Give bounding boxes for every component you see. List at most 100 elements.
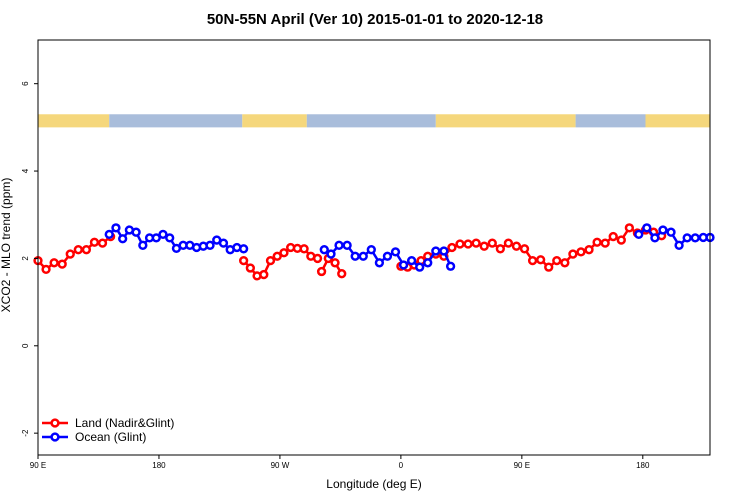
data-point-land [89,237,100,247]
data-point-land [455,239,465,249]
data-point-land [479,241,489,251]
series-layer [33,223,715,281]
data-point-land [41,264,51,274]
data-point-ocean [431,246,441,256]
data-point-land [245,263,256,273]
surface-band-segment-land [38,114,110,128]
x-axis-label: Longitude (deg E) [326,477,421,491]
y-tick-label: 0 [21,343,30,348]
data-point-ocean [445,261,456,271]
legend-label-land: Land (Nadir&Glint) [75,416,174,430]
data-point-ocean [104,229,114,240]
data-point-ocean [334,240,344,250]
surface-band-segment-ocean [306,114,436,128]
plot-frame [37,39,711,456]
data-point-land [73,245,83,255]
data-point-ocean [423,258,433,268]
data-point-land [487,238,497,248]
data-point-ocean [151,233,161,243]
series-ocean [104,223,715,272]
data-point-ocean [682,233,692,243]
data-point-land [49,258,59,268]
data-point-land [330,258,340,268]
data-point-land [536,255,546,265]
data-point-land [312,253,323,264]
data-point-ocean [415,262,425,272]
y-tick-label: 6 [21,81,30,86]
data-point-land [316,266,327,277]
data-point-ocean [111,223,121,233]
data-point-land [600,238,610,248]
data-point-land [447,242,457,253]
data-point-land [97,238,108,248]
data-point-land [527,255,538,266]
y-axis: -2 0 2 4 6 [21,81,38,437]
data-point-ocean [350,251,360,261]
data-point-ocean [650,233,660,243]
data-point-ocean [366,245,376,255]
x-tick-label: 0 [399,461,404,470]
legend-marker-ocean [50,432,60,442]
data-point-ocean [319,245,329,255]
data-point-ocean [382,251,393,261]
surface-band [38,114,710,128]
chart-title: 50N-55N April (Ver 10) 2015-01-01 to 202… [207,11,543,28]
data-point-land [608,231,618,242]
data-point-land [463,239,473,249]
data-point-land [238,255,249,266]
data-point-ocean [165,233,175,243]
surface-band-segment-land [645,114,710,128]
x-tick-label: 180 [636,461,650,470]
data-point-ocean [390,247,401,257]
data-point-land [576,247,586,257]
surface-band-segment-land [435,114,576,128]
data-point-land [560,258,570,268]
surface-band-segment-ocean [109,114,243,128]
data-point-land [503,238,514,248]
data-point-ocean [658,225,668,235]
data-point-ocean [342,240,352,250]
data-point-land [544,262,554,272]
data-point-land [616,235,626,245]
data-point-ocean [406,255,417,266]
data-point-land [624,223,635,233]
data-point-land [592,237,602,247]
data-point-land [552,255,562,266]
y-axis-label: XCO2 - MLO trend (ppm) [0,178,13,313]
data-point-land [299,244,309,254]
legend-marker-land [50,418,60,428]
data-point-land [272,251,282,261]
data-point-ocean [131,227,141,237]
data-point-land [259,269,269,280]
data-point-ocean [205,240,215,250]
data-point-ocean [398,260,409,270]
data-point-ocean [138,240,148,250]
data-point-ocean [374,258,385,268]
data-point-ocean [642,223,652,233]
x-axis: 90 E 180 90 W 0 90 E 180 [30,455,650,470]
x-tick-label: 90 W [271,461,290,470]
data-point-ocean [358,251,368,261]
data-point-land [495,244,505,254]
data-point-land [337,269,347,279]
data-point-land [265,255,276,266]
data-point-land [511,241,522,251]
data-point-ocean [634,229,644,240]
y-tick-label: 2 [21,256,30,261]
data-point-land [65,249,75,259]
data-point-land [519,244,530,254]
legend: Land (Nadir&Glint)Ocean (Glint) [42,416,174,444]
x-tick-label: 180 [152,461,166,470]
data-point-land [57,259,67,269]
legend-item-land: Land (Nadir&Glint) [42,416,174,430]
data-point-ocean [674,240,684,250]
data-point-land [584,245,594,255]
data-point-ocean [439,246,449,256]
data-point-ocean [238,244,249,254]
legend-item-ocean: Ocean (Glint) [42,430,146,444]
surface-band-segment-land [242,114,307,128]
surface-band-segment-ocean [575,114,646,128]
x-tick-label: 90 E [514,461,530,470]
x-tick-label: 90 E [30,461,46,470]
